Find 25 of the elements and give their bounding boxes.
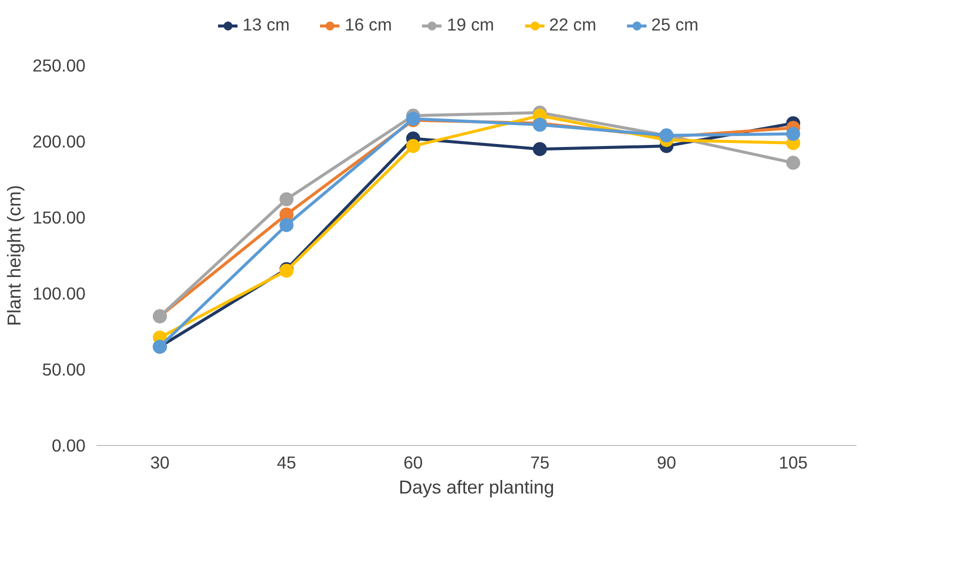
legend-label: 16 cm — [344, 14, 392, 36]
y-tick-label: 150.00 — [32, 208, 86, 228]
point — [786, 126, 800, 141]
y-axis-title: Plant height (cm) — [4, 184, 24, 326]
x-tick-label: 105 — [778, 452, 808, 472]
legend-label: 22 cm — [549, 14, 596, 36]
y-tick-label: 250.00 — [32, 56, 86, 76]
y-tick-label: 50.00 — [42, 360, 86, 380]
x-tick-label: 60 — [404, 452, 423, 472]
point — [406, 139, 420, 154]
y-tick-label: 0.00 — [52, 436, 86, 456]
x-tick-label: 75 — [530, 452, 550, 472]
y-tick-label: 100.00 — [32, 284, 86, 304]
point — [280, 218, 294, 232]
point — [532, 142, 547, 156]
y-tick-label: 200.00 — [32, 132, 86, 152]
point — [280, 192, 294, 206]
legend-label: 19 cm — [446, 14, 494, 36]
legend-label: 25 cm — [651, 14, 698, 36]
x-axis-title: Days after planting — [398, 476, 554, 498]
point — [786, 156, 800, 170]
legend-label: 13 cm — [242, 14, 290, 36]
x-tick-label: 90 — [656, 452, 676, 472]
x-tick-label: 30 — [150, 452, 170, 472]
x-tick-label: 45 — [276, 452, 296, 472]
